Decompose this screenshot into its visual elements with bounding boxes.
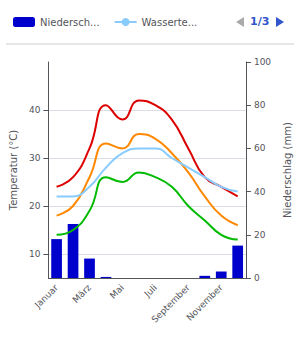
- svg-text:Temperatur (°C): Temperatur (°C): [8, 130, 19, 211]
- svg-text:November: November: [185, 282, 225, 322]
- svg-text:20: 20: [29, 201, 41, 211]
- svg-text:10: 10: [29, 249, 41, 259]
- svg-text:30: 30: [29, 153, 41, 163]
- svg-text:Niederschlag (mm): Niederschlag (mm): [282, 122, 293, 218]
- svg-text:20: 20: [254, 230, 266, 240]
- svg-text:Wasserte...: Wasserte...: [142, 17, 198, 28]
- svg-text:60: 60: [254, 143, 266, 153]
- svg-text:100: 100: [254, 57, 271, 67]
- svg-text:März: März: [71, 282, 94, 305]
- svg-text:Niedersch...: Niedersch...: [40, 17, 100, 28]
- svg-text:40: 40: [29, 105, 41, 115]
- svg-text:0: 0: [254, 273, 260, 283]
- svg-text:40: 40: [254, 187, 266, 197]
- svg-text:Mai: Mai: [108, 282, 126, 300]
- svg-text:80: 80: [254, 100, 266, 110]
- svg-text:Januar: Januar: [32, 282, 60, 310]
- svg-text:1/3: 1/3: [250, 15, 269, 28]
- svg-text:Juli: Juli: [142, 282, 159, 299]
- svg-text:September: September: [150, 282, 192, 324]
